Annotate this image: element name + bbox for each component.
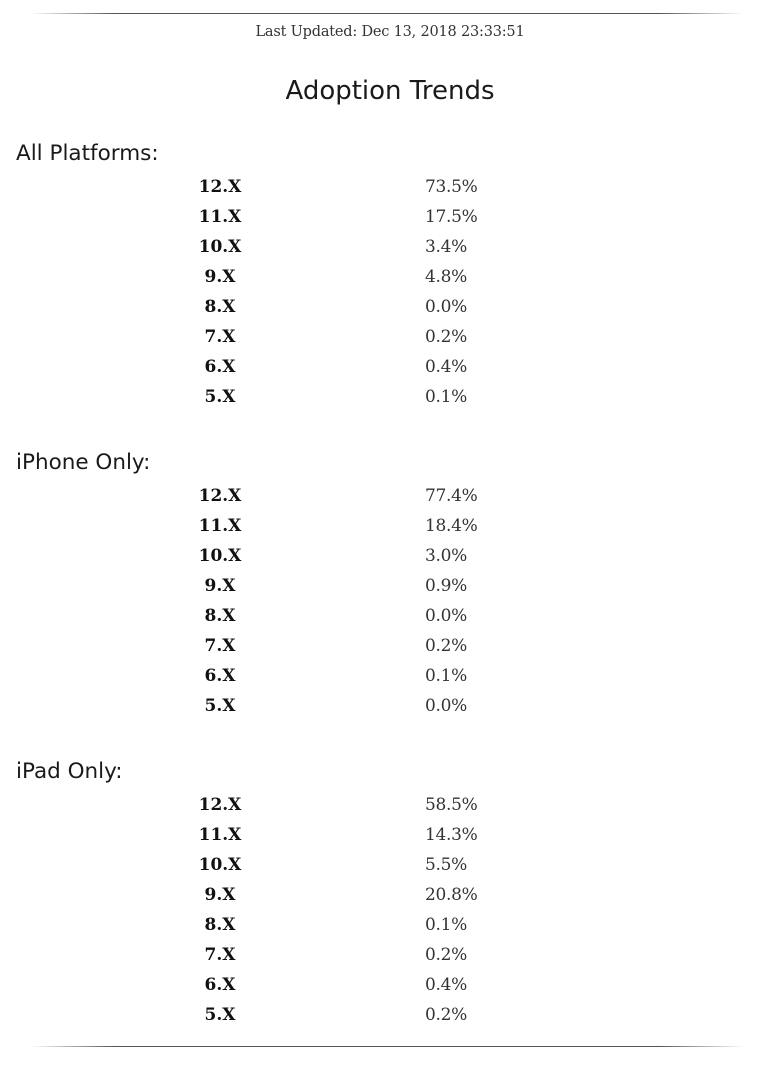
version-label: 5.X bbox=[204, 1005, 236, 1025]
percent-value: 0.0% bbox=[425, 696, 467, 716]
version-label: 12.X bbox=[198, 177, 242, 197]
version-label: 9.X bbox=[204, 576, 236, 596]
percent-value: 0.2% bbox=[425, 1005, 467, 1025]
table-row: 6.X 0.4% bbox=[0, 355, 774, 385]
version-label: 6.X bbox=[204, 357, 236, 377]
table-row: 9.X 0.9% bbox=[0, 574, 774, 604]
section-title: iPhone Only: bbox=[16, 450, 151, 475]
percent-value: 0.2% bbox=[425, 327, 467, 347]
table-row: 11.X 18.4% bbox=[0, 514, 774, 544]
version-label: 10.X bbox=[198, 546, 242, 566]
table-row: 8.X 0.0% bbox=[0, 604, 774, 634]
percent-value: 0.0% bbox=[425, 297, 467, 317]
percent-value: 0.0% bbox=[425, 606, 467, 626]
percent-value: 14.3% bbox=[425, 825, 478, 845]
table-row: 10.X 3.4% bbox=[0, 235, 774, 265]
version-label: 12.X bbox=[198, 795, 242, 815]
version-label: 11.X bbox=[198, 825, 242, 845]
table-row: 8.X 0.0% bbox=[0, 295, 774, 325]
percent-value: 5.5% bbox=[425, 855, 467, 875]
version-label: 7.X bbox=[204, 327, 236, 347]
version-label: 10.X bbox=[198, 855, 242, 875]
percent-value: 20.8% bbox=[425, 885, 478, 905]
table-row: 9.X 20.8% bbox=[0, 883, 774, 913]
percent-value: 77.4% bbox=[425, 486, 478, 506]
version-label: 8.X bbox=[204, 606, 236, 626]
version-label: 6.X bbox=[204, 666, 236, 686]
percent-value: 73.5% bbox=[425, 177, 478, 197]
section-title: All Platforms: bbox=[16, 141, 159, 166]
percent-value: 0.4% bbox=[425, 975, 467, 995]
top-divider bbox=[30, 13, 744, 14]
section-title: iPad Only: bbox=[16, 759, 123, 784]
version-label: 6.X bbox=[204, 975, 236, 995]
table-row: 12.X 73.5% bbox=[0, 175, 774, 205]
percent-value: 0.9% bbox=[425, 576, 467, 596]
version-label: 10.X bbox=[198, 237, 242, 257]
version-label: 9.X bbox=[204, 885, 236, 905]
percent-value: 0.4% bbox=[425, 357, 467, 377]
version-label: 5.X bbox=[204, 387, 236, 407]
percent-value: 0.2% bbox=[425, 636, 467, 656]
percent-value: 17.5% bbox=[425, 207, 478, 227]
table-row: 12.X 58.5% bbox=[0, 793, 774, 823]
last-updated-timestamp: Last Updated: Dec 13, 2018 23:33:51 bbox=[255, 24, 525, 40]
version-label: 11.X bbox=[198, 207, 242, 227]
table-row: 9.X 4.8% bbox=[0, 265, 774, 295]
percent-value: 3.4% bbox=[425, 237, 467, 257]
table-row: 5.X 0.0% bbox=[0, 694, 774, 724]
version-label: 12.X bbox=[198, 486, 242, 506]
table-row: 5.X 0.1% bbox=[0, 385, 774, 415]
adoption-table: 12.X 73.5% 11.X 17.5% 10.X 3.4% 9.X 4.8% 8.X… bbox=[0, 175, 774, 415]
table-row: 5.X 0.2% bbox=[0, 1003, 774, 1033]
version-label: 7.X bbox=[204, 945, 236, 965]
percent-value: 0.1% bbox=[425, 387, 467, 407]
percent-value: 0.1% bbox=[425, 666, 467, 686]
percent-value: 58.5% bbox=[425, 795, 478, 815]
adoption-table: 12.X 58.5% 11.X 14.3% 10.X 5.5% 9.X 20.8% 8.… bbox=[0, 793, 774, 1033]
table-row: 10.X 5.5% bbox=[0, 853, 774, 883]
version-label: 9.X bbox=[204, 267, 236, 287]
table-row: 7.X 0.2% bbox=[0, 943, 774, 973]
version-label: 8.X bbox=[204, 297, 236, 317]
version-label: 8.X bbox=[204, 915, 236, 935]
version-label: 7.X bbox=[204, 636, 236, 656]
table-row: 12.X 77.4% bbox=[0, 484, 774, 514]
percent-value: 4.8% bbox=[425, 267, 467, 287]
percent-value: 0.1% bbox=[425, 915, 467, 935]
adoption-table: 12.X 77.4% 11.X 18.4% 10.X 3.0% 9.X 0.9% 8.X… bbox=[0, 484, 774, 724]
percent-value: 0.2% bbox=[425, 945, 467, 965]
version-label: 11.X bbox=[198, 516, 242, 536]
table-row: 6.X 0.4% bbox=[0, 973, 774, 1003]
percent-value: 18.4% bbox=[425, 516, 478, 536]
percent-value: 3.0% bbox=[425, 546, 467, 566]
table-row: 7.X 0.2% bbox=[0, 325, 774, 355]
page-title: Adoption Trends bbox=[285, 76, 495, 106]
version-label: 5.X bbox=[204, 696, 236, 716]
table-row: 7.X 0.2% bbox=[0, 634, 774, 664]
table-row: 8.X 0.1% bbox=[0, 913, 774, 943]
table-row: 11.X 17.5% bbox=[0, 205, 774, 235]
table-row: 11.X 14.3% bbox=[0, 823, 774, 853]
table-row: 10.X 3.0% bbox=[0, 544, 774, 574]
table-row: 6.X 0.1% bbox=[0, 664, 774, 694]
bottom-divider bbox=[30, 1046, 744, 1047]
